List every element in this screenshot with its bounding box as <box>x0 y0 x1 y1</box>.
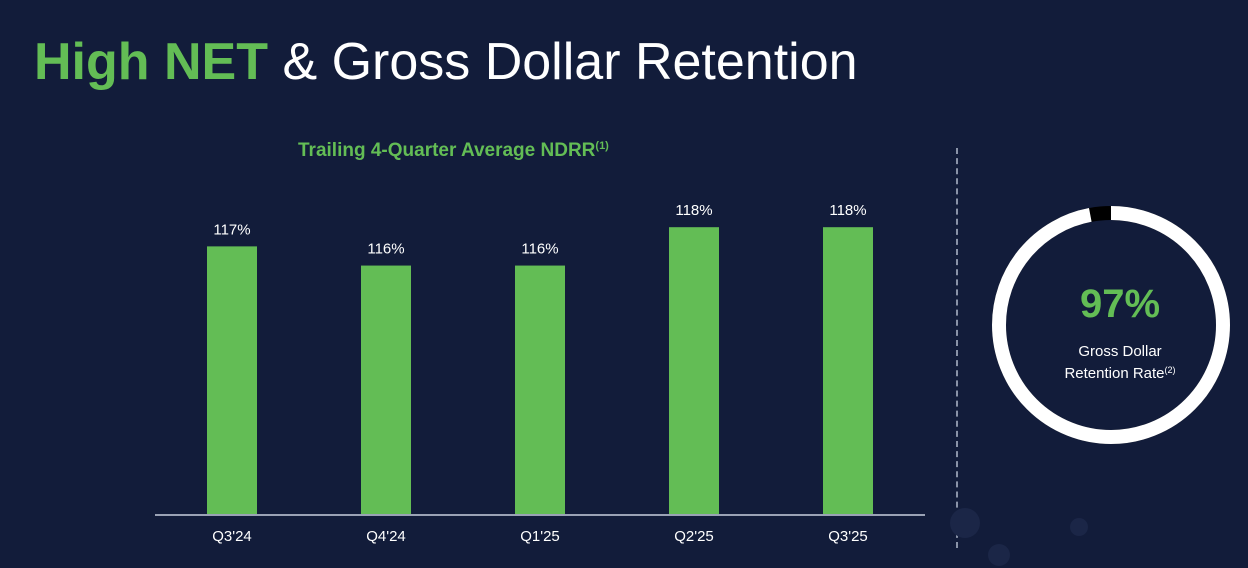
title-accent: High NET <box>34 33 268 91</box>
x-tick-label: Q3'25 <box>828 528 868 545</box>
ndrr-bar-chart: 117% Q3'24 116% Q4'24 116% Q1'25 118% Q2'25 118%… <box>155 202 925 545</box>
x-tick-label: Q4'24 <box>366 528 406 545</box>
gross-retention-footnote: (2) <box>1164 365 1176 375</box>
x-tick-label: Q1'25 <box>520 528 560 545</box>
bar-1 <box>207 246 257 515</box>
chart-title-text: Trailing 4-Quarter Average NDRR <box>298 140 596 161</box>
bar-5 <box>823 227 873 515</box>
gross-retention-label: Gross Dollar Retention Rate(2) <box>1040 342 1200 383</box>
bar-2 <box>361 265 411 515</box>
decorative-dot <box>950 508 980 538</box>
chart-title: Trailing 4-Quarter Average NDRR(1) <box>298 140 609 162</box>
bar-data-label: 116% <box>521 241 558 258</box>
title-rest: & Gross Dollar Retention <box>282 33 858 91</box>
bar-data-label: 118% <box>829 202 866 219</box>
bar-data-label: 118% <box>675 202 712 219</box>
gross-retention-label-line2: Retention Rate <box>1064 365 1165 382</box>
bar-3 <box>515 265 565 515</box>
chart-title-footnote: (1) <box>595 140 609 152</box>
bar-4 <box>669 227 719 515</box>
decorative-dot <box>1070 518 1088 536</box>
bar-data-label: 116% <box>367 241 404 258</box>
x-tick-label: Q3'24 <box>212 528 252 545</box>
bar-data-label: 117% <box>213 221 250 238</box>
gross-retention-value: 97% <box>1079 282 1161 326</box>
section-divider <box>956 148 958 548</box>
donut-value-arc <box>992 206 1230 444</box>
page-title: High NET & Gross Dollar Retention <box>34 28 858 96</box>
gross-retention-label-line1: Gross Dollar <box>1078 343 1162 360</box>
x-tick-label: Q2'25 <box>674 528 714 545</box>
gross-retention-donut <box>992 206 1230 444</box>
decorative-dot <box>988 544 1010 566</box>
